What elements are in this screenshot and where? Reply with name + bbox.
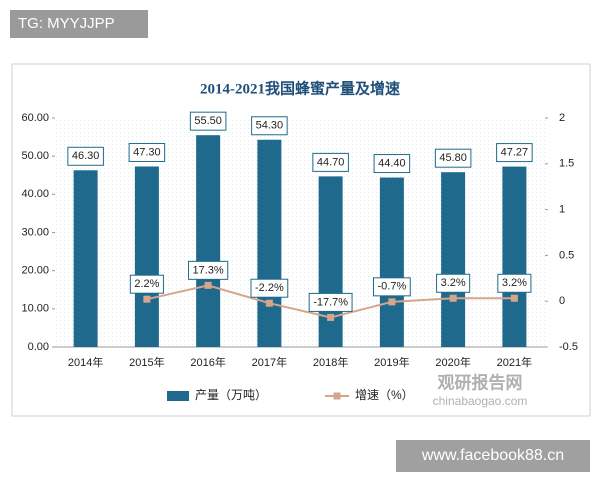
data-label: 54.30 xyxy=(256,120,284,132)
data-label-box xyxy=(308,292,353,312)
data-label-box xyxy=(373,154,411,174)
bar xyxy=(196,135,221,347)
watermark: 观研报告网 xyxy=(437,372,523,392)
data-label-box xyxy=(496,143,533,163)
y2-tick-label: 0.5 xyxy=(559,249,574,261)
data-label: 44.70 xyxy=(317,156,345,168)
y-tick-label: 10.00 xyxy=(21,303,49,315)
watermark: TG: MYYJJPP xyxy=(18,15,115,32)
watermark: www.facebook88.cn xyxy=(421,447,564,464)
data-label-box xyxy=(251,116,288,136)
bar xyxy=(441,172,466,347)
data-label-box xyxy=(188,260,229,280)
y2-tick-label: 0 xyxy=(559,295,565,307)
bar xyxy=(73,170,98,347)
x-tick-label: 2018年 xyxy=(313,355,348,369)
data-label: 46.30 xyxy=(72,150,100,162)
x-tick-label: 2016年 xyxy=(190,355,225,369)
line-marker xyxy=(265,299,273,307)
x-tick-label: 2021年 xyxy=(497,355,532,369)
x-tick-label: 2014年 xyxy=(68,355,103,369)
y2-tick-label: -0.5 xyxy=(559,341,578,353)
chart-title: 2014-2021我国蜂蜜产量及增速 xyxy=(200,79,400,97)
data-label-box xyxy=(67,146,104,166)
data-label-box xyxy=(373,277,411,297)
y-tick-label: 0.00 xyxy=(28,341,49,353)
line-marker xyxy=(143,295,151,303)
y2-tick-label: 1 xyxy=(559,204,565,216)
line-marker xyxy=(327,313,335,321)
y-tick-label: 30.00 xyxy=(21,226,49,238)
x-tick-label: 2020年 xyxy=(435,355,470,369)
data-label-box xyxy=(497,273,532,293)
data-label: 2.2% xyxy=(134,278,159,290)
data-label-box xyxy=(189,111,227,131)
data-label: 45.80 xyxy=(439,152,467,164)
y-tick-label: 20.00 xyxy=(21,265,49,277)
y2-tick-label: 2 xyxy=(559,112,565,124)
legend-swatch xyxy=(333,392,341,400)
bar xyxy=(502,166,527,347)
data-label-box xyxy=(129,274,164,294)
watermark: chinabaogao.com xyxy=(433,394,528,408)
data-label: -17.7% xyxy=(313,296,348,308)
y-tick-label: 50.00 xyxy=(21,150,49,162)
bar xyxy=(379,177,404,347)
watermark-box xyxy=(10,10,148,38)
y-tick-label: 40.00 xyxy=(21,188,49,200)
data-label-box xyxy=(128,142,166,162)
bar xyxy=(257,139,282,347)
data-label: 17.3% xyxy=(193,264,224,276)
legend-label: 增速（%） xyxy=(355,388,414,402)
line-marker xyxy=(388,298,396,306)
data-label: 55.50 xyxy=(194,115,222,127)
watermark-box xyxy=(396,440,590,472)
data-label: -0.7% xyxy=(378,281,407,293)
plot-area xyxy=(55,118,545,347)
line-marker xyxy=(510,294,518,302)
line-marker xyxy=(449,294,457,302)
data-label: 3.2% xyxy=(502,277,527,289)
data-label-box xyxy=(312,152,349,172)
legend-swatch xyxy=(167,391,189,401)
data-label: 47.27 xyxy=(501,146,529,158)
data-label: 44.40 xyxy=(378,157,406,169)
bar xyxy=(134,166,159,347)
x-tick-label: 2015年 xyxy=(129,355,164,369)
data-label: -2.2% xyxy=(255,282,284,294)
data-label-box xyxy=(434,148,472,168)
data-label-box xyxy=(250,278,289,298)
legend-label: 产量（万吨） xyxy=(195,388,267,402)
line-marker xyxy=(204,281,212,289)
bar xyxy=(318,176,343,347)
data-label: 47.30 xyxy=(133,146,161,158)
plot: 0.00 10.00 20.00 30.00 40.00 50.00 60.00 -0.5 0 0… xyxy=(21,111,578,402)
data-label: 3.2% xyxy=(441,277,466,289)
x-tick-label: 2017年 xyxy=(252,355,287,369)
y2-tick-label: 1.5 xyxy=(559,158,574,170)
data-label-box xyxy=(436,273,471,293)
y-tick-label: 60.00 xyxy=(21,112,49,124)
x-tick-label: 2019年 xyxy=(374,355,409,369)
